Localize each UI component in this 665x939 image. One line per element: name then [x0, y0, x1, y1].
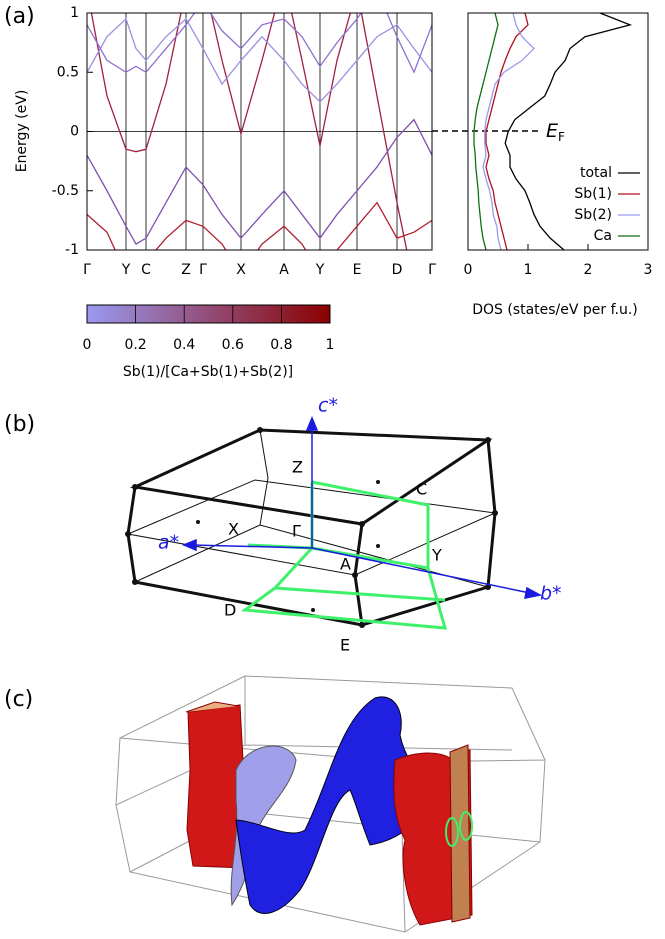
x-axis-label: DOS (states/eV per f.u.)	[472, 302, 638, 318]
panel-label: (c)	[4, 687, 33, 712]
x-tick-label: Y	[121, 262, 131, 278]
fermi-surface	[116, 676, 545, 932]
x-tick-label: C	[141, 262, 151, 278]
legend-label: total	[580, 165, 612, 181]
k-point-label: C	[416, 480, 427, 499]
k-point-label: Γ	[292, 522, 301, 541]
axis-label: c*	[318, 395, 338, 417]
y-tick-label: 0	[70, 124, 79, 140]
panel-label: (a)	[4, 4, 35, 29]
x-tick-label: 0.6	[222, 337, 244, 353]
x-tick-label: Y	[315, 262, 325, 278]
x-tick-label: 1	[524, 262, 533, 278]
annotation-text: E	[546, 120, 558, 142]
k-point-label: A	[340, 555, 351, 574]
y-axis-label: Energy (eV)	[14, 90, 30, 173]
y-tick-label: 0.5	[57, 64, 79, 80]
y-tick-label: 1	[70, 5, 79, 21]
band-line	[87, 203, 432, 274]
x-tick-label: Γ	[83, 262, 91, 278]
x-tick-label: D	[392, 262, 403, 278]
x-tick-label: 0.2	[124, 337, 146, 353]
x-tick-label: Z	[181, 262, 191, 278]
x-tick-label: 2	[584, 262, 593, 278]
k-point-label: D	[224, 601, 236, 620]
panel-label: (b)	[4, 412, 35, 437]
k-point-label: E	[340, 636, 350, 655]
legend-label: Ca	[594, 228, 612, 244]
x-tick-label: E	[353, 262, 362, 278]
k-point-label: X	[228, 520, 239, 539]
k-point-label: Z	[292, 458, 303, 477]
annotation: EF	[546, 120, 565, 144]
x-tick-label: Γ	[199, 262, 207, 278]
x-tick-label: 0.4	[173, 337, 195, 353]
x-tick-label: 3	[644, 262, 653, 278]
colorbar-label: Sb(1)/[Ca+Sb(1)+Sb(2)]	[123, 364, 293, 380]
x-tick-label: 0.8	[270, 337, 292, 353]
legend-label: Sb(1)	[574, 186, 612, 202]
band-line	[87, 120, 432, 244]
annotation-subscript: F	[558, 130, 565, 144]
x-tick-label: X	[236, 262, 246, 278]
bands	[87, 0, 432, 286]
k-point-label: Y	[431, 546, 442, 565]
x-tick-label: 0	[464, 262, 473, 278]
figure: (a) (b) (c) Energy (eV) DOS (states/eV p…	[0, 0, 665, 935]
x-tick-label: A	[279, 262, 289, 278]
x-tick-label: 0	[83, 337, 92, 353]
x-tick-label: Γ	[428, 262, 436, 278]
band-line	[87, 19, 432, 102]
colorbar	[87, 305, 330, 323]
axis-label: b*	[540, 583, 562, 605]
axis-label: a*	[158, 532, 179, 554]
x-tick-label: 1	[326, 337, 335, 353]
y-tick-label: -1	[65, 242, 79, 258]
y-tick-label: -0.5	[52, 183, 79, 199]
legend-label: Sb(2)	[574, 207, 612, 223]
band-line	[87, 0, 432, 72]
reciprocal-axes	[184, 418, 540, 598]
